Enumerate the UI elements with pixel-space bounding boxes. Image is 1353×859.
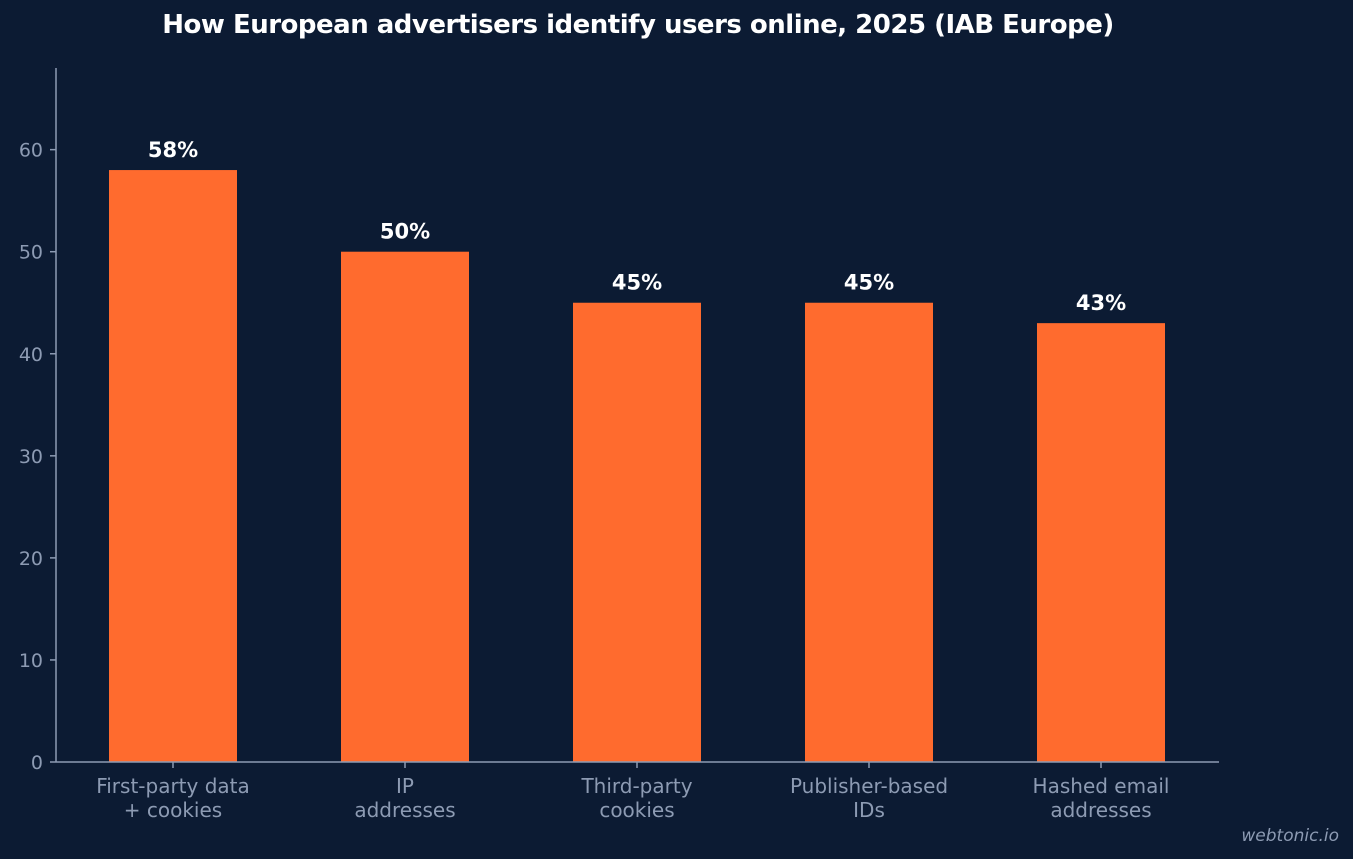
y-tick-label: 20 xyxy=(19,548,43,570)
x-category-label-line: First-party data xyxy=(96,774,250,798)
x-category-label: First-party data + cookies xyxy=(96,774,250,822)
bars-layer xyxy=(109,170,1165,763)
value-labels-layer: 58% 50% 45% 45% 43% xyxy=(148,138,1126,315)
x-category-label: IP addresses xyxy=(354,774,455,822)
chart-title: How European advertisers identify users … xyxy=(162,10,1114,40)
y-tick-label: 40 xyxy=(19,344,43,366)
x-category-label-line: + cookies xyxy=(124,798,222,822)
bar xyxy=(805,302,933,762)
y-tick-label: 10 xyxy=(19,650,43,672)
bar xyxy=(109,170,237,762)
y-tick-label: 0 xyxy=(31,752,43,774)
bar xyxy=(341,251,469,763)
y-tick-label: 30 xyxy=(19,446,43,468)
x-category-label-line: Third-party xyxy=(580,774,692,798)
watermark: webtonic.io xyxy=(1241,826,1339,846)
x-category-label: Publisher-based IDs xyxy=(790,774,948,822)
bar-value-label: 50% xyxy=(380,220,430,244)
x-category-label-line: IDs xyxy=(853,798,885,822)
bar xyxy=(1037,323,1165,762)
y-ticks-layer: 0 10 20 30 40 50 60 xyxy=(19,140,56,774)
y-tick-label: 50 xyxy=(19,242,43,264)
y-tick-label: 60 xyxy=(19,140,43,162)
bar xyxy=(573,302,701,762)
x-category-label-line: addresses xyxy=(354,798,455,822)
x-category-label-line: Hashed email xyxy=(1033,774,1170,798)
x-category-label-line: cookies xyxy=(599,798,674,822)
x-category-label-line: IP xyxy=(396,774,414,798)
bar-value-label: 45% xyxy=(612,271,662,295)
x-category-label: Third-party cookies xyxy=(580,774,692,822)
x-category-label: Hashed email addresses xyxy=(1033,774,1170,822)
x-category-label-line: Publisher-based xyxy=(790,774,948,798)
bar-value-label: 43% xyxy=(1076,291,1126,315)
x-category-label-line: addresses xyxy=(1050,798,1151,822)
bar-value-label: 45% xyxy=(844,271,894,295)
bar-value-label: 58% xyxy=(148,138,198,162)
